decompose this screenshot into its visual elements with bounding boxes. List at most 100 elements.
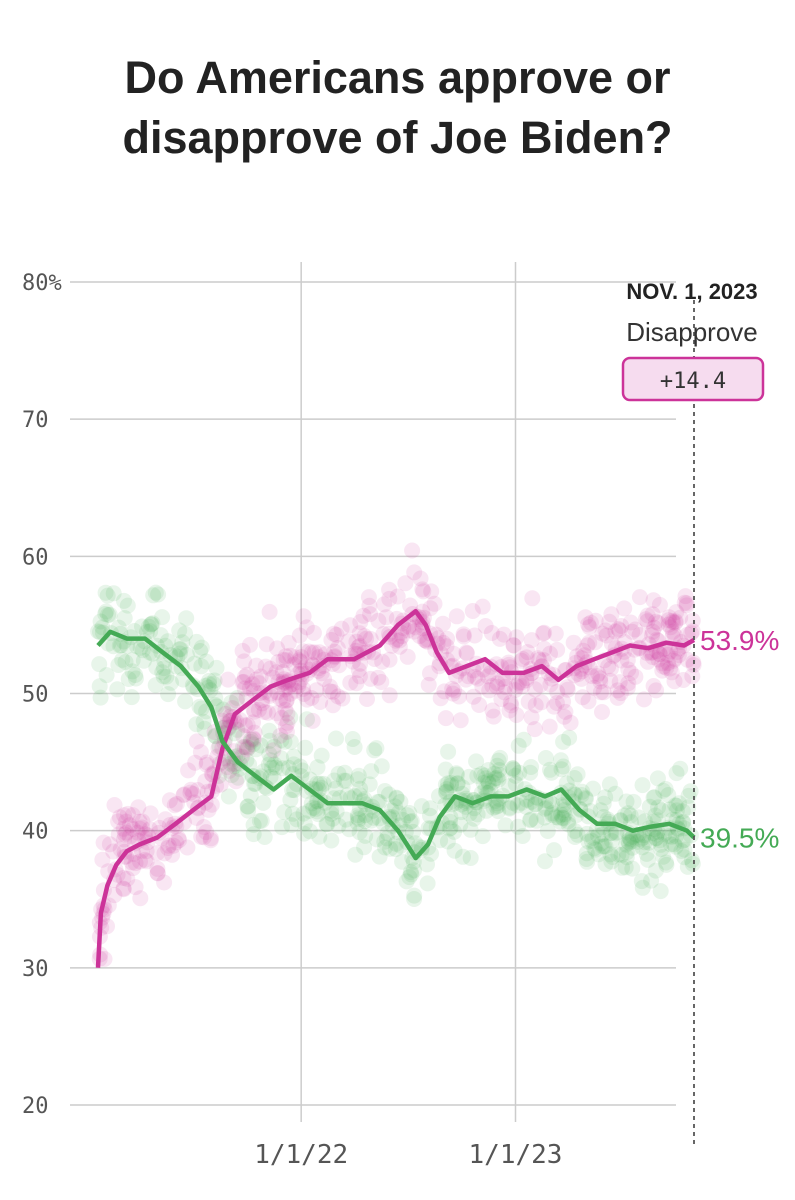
poll-dot <box>586 679 603 696</box>
poll-dot <box>406 862 422 879</box>
poll-dot <box>601 776 618 793</box>
poll-dot <box>565 634 582 651</box>
poll-dot <box>193 639 210 656</box>
poll-dot <box>448 608 465 625</box>
poll-dot <box>633 873 650 890</box>
poll-dot <box>522 812 538 829</box>
poll-dot <box>618 844 635 861</box>
poll-dot <box>236 717 253 734</box>
poll-dot <box>539 823 556 839</box>
poll-dot <box>154 609 171 626</box>
poll-dot <box>252 668 269 685</box>
poll-dot <box>597 856 614 873</box>
poll-dot <box>234 642 251 659</box>
poll-dot <box>624 623 641 640</box>
poll-dot <box>484 677 501 694</box>
poll-dot <box>650 615 667 632</box>
poll-dot <box>620 833 637 850</box>
poll-dot <box>402 813 419 830</box>
poll-dot <box>179 839 196 856</box>
poll-dot <box>618 849 635 866</box>
poll-dot <box>182 784 199 801</box>
poll-dot <box>127 879 144 896</box>
poll-dot <box>647 862 664 879</box>
poll-dot <box>677 588 694 605</box>
poll-dot <box>116 807 133 824</box>
poll-dot <box>682 783 699 800</box>
poll-dot <box>680 787 697 804</box>
poll-dot <box>235 739 251 756</box>
poll-dot <box>617 859 634 876</box>
poll-dot <box>660 612 677 629</box>
poll-dot <box>98 667 115 684</box>
poll-dot <box>277 718 294 735</box>
poll-dot <box>257 658 274 675</box>
poll-dot <box>453 804 470 821</box>
poll-dot <box>593 835 610 852</box>
poll-dot <box>280 759 297 776</box>
poll-dot <box>245 730 262 747</box>
poll-dot <box>636 834 653 851</box>
poll-dot <box>439 833 456 850</box>
poll-dot <box>92 613 109 630</box>
poll-dot <box>560 813 576 830</box>
poll-dot <box>291 627 308 644</box>
poll-dot <box>651 646 668 663</box>
poll-dot <box>577 791 594 807</box>
poll-dot <box>349 809 366 826</box>
poll-dot <box>630 809 647 826</box>
poll-dot <box>356 839 373 856</box>
poll-dot <box>597 789 614 806</box>
poll-dot <box>664 623 681 640</box>
poll-dot <box>245 817 262 833</box>
poll-dot <box>201 672 218 689</box>
poll-dot <box>139 623 155 640</box>
poll-dot <box>446 823 463 840</box>
poll-dot <box>330 817 347 834</box>
poll-dot <box>443 775 460 791</box>
poll-dot <box>679 651 696 668</box>
poll-dot <box>549 683 566 700</box>
poll-dot <box>378 609 395 626</box>
poll-dot <box>423 583 440 600</box>
poll-dot <box>352 780 369 797</box>
poll-dot <box>603 635 620 652</box>
poll-dot <box>549 641 566 658</box>
annotation-label: Disapprove <box>626 317 758 347</box>
poll-dot <box>265 770 282 787</box>
poll-dot <box>592 673 609 690</box>
poll-dot <box>287 682 304 699</box>
poll-dot <box>113 637 130 654</box>
y-tick-label: 30 <box>22 957 49 982</box>
poll-dot <box>458 644 475 661</box>
poll-dot <box>302 771 319 788</box>
poll-dot <box>304 644 320 661</box>
poll-dot <box>178 610 195 627</box>
poll-dot <box>359 691 375 707</box>
poll-dot <box>323 805 340 822</box>
poll-dot <box>620 661 637 678</box>
poll-dot <box>666 673 683 690</box>
poll-dot <box>492 749 509 766</box>
poll-dot <box>597 622 614 639</box>
poll-dot <box>114 651 131 668</box>
poll-dot <box>527 796 544 813</box>
poll-dot <box>290 678 307 694</box>
poll-dot <box>305 624 322 641</box>
poll-dot <box>618 793 635 810</box>
poll-dot <box>234 674 251 691</box>
poll-dot <box>502 694 519 711</box>
poll-dot <box>624 860 641 877</box>
poll-dot <box>168 795 185 812</box>
poll-dot <box>254 695 271 712</box>
poll-dot <box>324 810 341 827</box>
poll-dot <box>134 819 151 836</box>
poll-dot <box>160 837 177 854</box>
poll-dot <box>245 826 262 843</box>
poll-dot <box>528 812 545 829</box>
poll-dot <box>598 627 615 644</box>
poll-dot <box>603 606 620 623</box>
poll-dot <box>325 625 342 642</box>
poll-dot <box>245 714 261 731</box>
poll-dot <box>566 823 583 839</box>
